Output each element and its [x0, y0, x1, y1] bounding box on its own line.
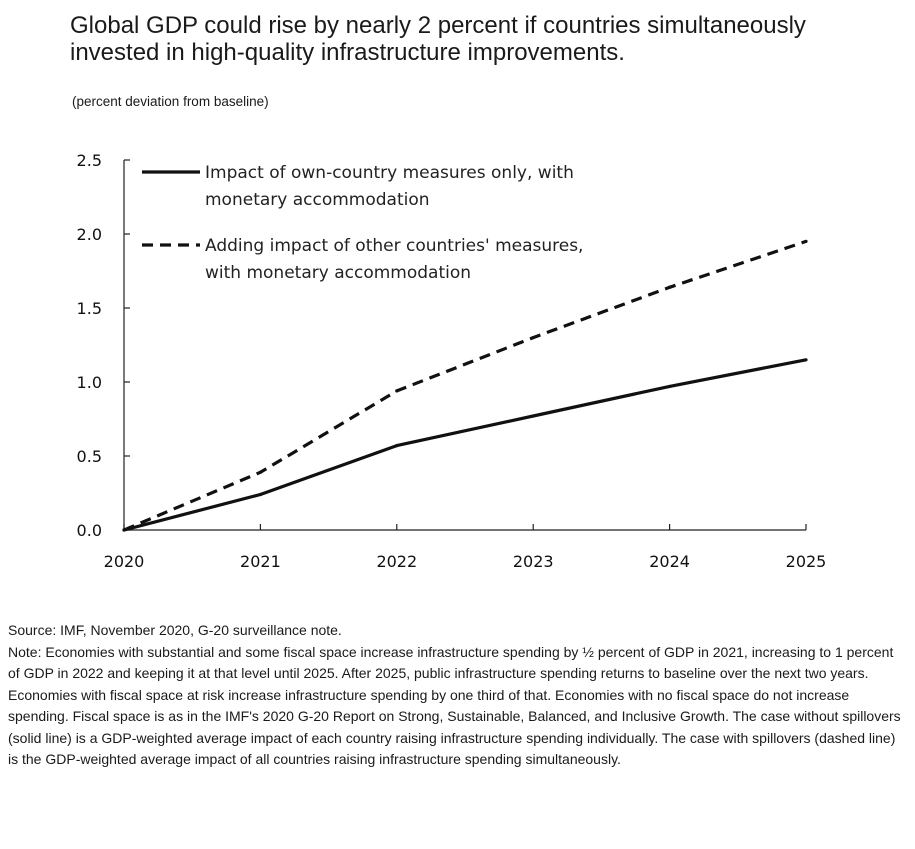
x-tick-label: 2023 — [513, 552, 554, 571]
x-tick-label: 2021 — [240, 552, 281, 571]
axes — [123, 159, 807, 531]
y-tick-label: 2.0 — [77, 225, 102, 244]
y-tick-label: 0.0 — [77, 521, 102, 540]
y-tick-label: 1.5 — [77, 299, 102, 318]
legend-label: monetary accommodation — [205, 190, 430, 210]
data-point — [804, 358, 808, 362]
x-tick-label: 2025 — [786, 552, 827, 571]
tick-labels: 0.0 0.5 1.0 1.5 2.0 2.5 2020 2021 2022 2023 2024 20… — [77, 151, 827, 571]
legend-label: Adding impact of other countries' measur… — [205, 236, 583, 256]
data-point — [122, 528, 126, 532]
data-point — [804, 239, 808, 243]
legend-label: with monetary accommodation — [205, 263, 471, 283]
data-point — [668, 384, 672, 389]
data-point — [531, 336, 535, 340]
series-line-dashed — [123, 239, 807, 532]
y-tick-label: 0.5 — [77, 447, 102, 466]
series-line-solid — [123, 358, 807, 532]
x-tick-label: 2024 — [649, 552, 690, 571]
data-point — [395, 389, 399, 393]
source-note: Source: IMF, November 2020, G-20 surveil… — [8, 622, 342, 638]
x-tick-label: 2022 — [376, 552, 417, 571]
legend-label: Impact of own-country measures only, wit… — [205, 163, 574, 183]
x-tick-label: 2020 — [104, 552, 145, 571]
y-tick-label: 1.0 — [77, 373, 102, 392]
data-point — [258, 470, 262, 474]
chart-subtitle: (percent deviation from baseline) — [72, 94, 269, 109]
chart-footer: Source: IMF, November 2020, G-20 surveil… — [8, 620, 908, 771]
data-point — [668, 285, 672, 289]
line-chart: 0.0 0.5 1.0 1.5 2.0 2.5 2020 2021 2022 2023 2024 20… — [77, 151, 827, 571]
series-lines — [122, 239, 808, 532]
y-tick-label: 2.5 — [77, 151, 102, 170]
data-point — [531, 414, 535, 418]
explanatory-note: Note: Economies with substantial and som… — [8, 643, 901, 768]
data-point — [258, 492, 262, 497]
data-point — [395, 444, 399, 448]
legend: Impact of own-country measures only, wit… — [142, 163, 583, 283]
chart-title: Global GDP could rise by nearly 2 percen… — [70, 12, 806, 66]
